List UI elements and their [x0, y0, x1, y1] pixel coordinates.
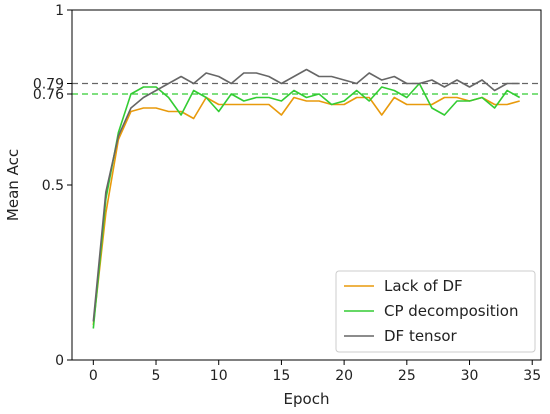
x-tick-label: 30: [461, 368, 479, 384]
legend-label-0: Lack of DF: [384, 277, 463, 295]
y-tick-label: 0.5: [42, 178, 64, 194]
x-axis-label: Epoch: [284, 390, 330, 408]
legend-box: [335, 270, 536, 353]
series-line-1: [92, 82, 521, 329]
x-tick-label: 15: [273, 368, 291, 384]
x-tick-label: 0: [89, 368, 98, 384]
x-tick-label: 25: [398, 368, 416, 384]
y-tick-label: 0.76: [33, 87, 64, 103]
x-tick-label: 35: [523, 368, 541, 384]
y-tick-label: 0.79: [33, 77, 64, 93]
x-tick-label: 10: [210, 368, 228, 384]
series-line-2: [92, 68, 520, 322]
legend-label-2: DF tensor: [384, 327, 458, 345]
series-line-0: [92, 96, 520, 326]
x-tick-label: 5: [152, 368, 161, 384]
legend: Lack of DF CP decomposition DF tensor: [335, 270, 536, 353]
axis-layer: 0 5 10 15 20 25 30 35 0 0.5 0.760.79 1: [33, 3, 541, 384]
x-tick-label: 20: [335, 368, 353, 384]
y-axis-label: Mean Acc: [4, 149, 22, 221]
plot-layer: [72, 68, 541, 329]
y-tick-label: 0: [55, 353, 64, 369]
legend-label-1: CP decomposition: [384, 302, 519, 320]
y-tick-label: 1: [55, 3, 64, 19]
